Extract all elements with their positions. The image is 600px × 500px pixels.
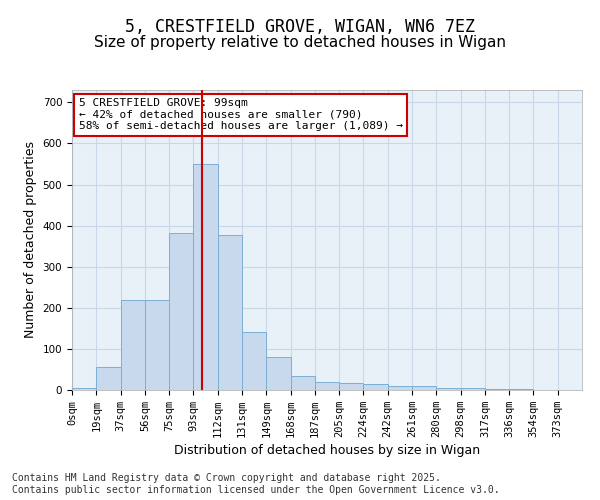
Bar [412, 386, 436, 390]
Bar [461, 388, 485, 390]
Bar [72, 388, 96, 390]
Bar [485, 389, 509, 390]
Bar [315, 382, 339, 390]
Bar [436, 388, 461, 390]
Bar [339, 383, 364, 390]
Bar [96, 368, 121, 390]
Text: Contains HM Land Registry data © Crown copyright and database right 2025.
Contai: Contains HM Land Registry data © Crown c… [12, 474, 500, 495]
Bar [121, 300, 145, 390]
Bar [290, 376, 315, 390]
Bar [266, 357, 290, 390]
Text: 5, CRESTFIELD GROVE, WIGAN, WN6 7EZ: 5, CRESTFIELD GROVE, WIGAN, WN6 7EZ [125, 18, 475, 36]
Text: Size of property relative to detached houses in Wigan: Size of property relative to detached ho… [94, 35, 506, 50]
Bar [169, 232, 193, 390]
Bar [364, 384, 388, 390]
Bar [193, 164, 218, 390]
Bar [145, 300, 169, 390]
Bar [242, 332, 266, 390]
X-axis label: Distribution of detached houses by size in Wigan: Distribution of detached houses by size … [174, 444, 480, 457]
Bar [509, 389, 533, 390]
Y-axis label: Number of detached properties: Number of detached properties [24, 142, 37, 338]
Bar [218, 234, 242, 390]
Text: 5 CRESTFIELD GROVE: 99sqm
← 42% of detached houses are smaller (790)
58% of semi: 5 CRESTFIELD GROVE: 99sqm ← 42% of detac… [79, 98, 403, 132]
Bar [388, 386, 412, 390]
